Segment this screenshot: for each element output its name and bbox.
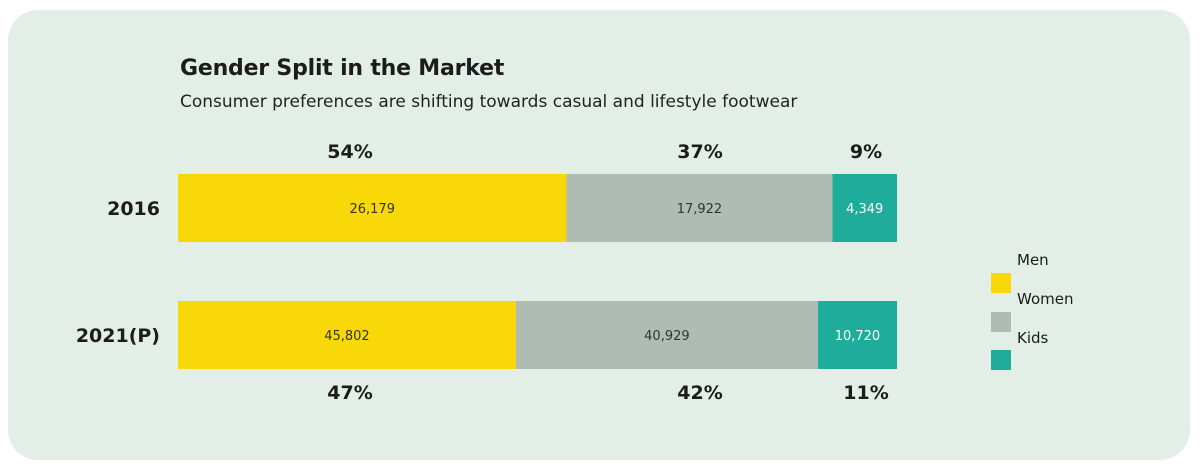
share-label-kids-0: 9%	[850, 141, 882, 163]
legend-label-kids: Kids	[1017, 329, 1049, 347]
bar-men-1	[178, 301, 516, 369]
data-label-kids-1: 10,720	[835, 329, 881, 344]
chart-subtitle: Consumer preferences are shifting toward…	[180, 92, 798, 112]
data-label-kids-0: 4,349	[846, 202, 883, 217]
chart-title: Gender Split in the Market	[180, 56, 505, 81]
data-label-women-1: 40,929	[644, 329, 690, 344]
data-label-women-0: 17,922	[677, 202, 723, 217]
legend-label-men: Men	[1017, 251, 1049, 269]
share-label-women-0: 37%	[677, 141, 722, 163]
bar-women-1	[515, 301, 818, 369]
share-label-men-0: 54%	[327, 141, 372, 163]
legend-swatch-kids	[991, 350, 1011, 370]
category-label-1: 2021(P)	[76, 325, 160, 347]
bar-men-0	[178, 174, 567, 242]
bar-kids-0	[832, 174, 897, 242]
legend-swatch-women	[991, 312, 1011, 332]
data-label-men-1: 45,802	[324, 329, 370, 344]
legend-label-women: Women	[1017, 290, 1073, 308]
bar-kids-1	[817, 301, 897, 369]
bar-women-0	[566, 174, 833, 242]
legend-swatch-men	[991, 273, 1011, 293]
share-label-men-1: 47%	[327, 382, 372, 404]
share-label-women-1: 42%	[677, 382, 722, 404]
category-label-0: 2016	[107, 198, 160, 220]
data-label-men-0: 26,179	[349, 202, 395, 217]
share-label-kids-1: 11%	[843, 382, 888, 404]
